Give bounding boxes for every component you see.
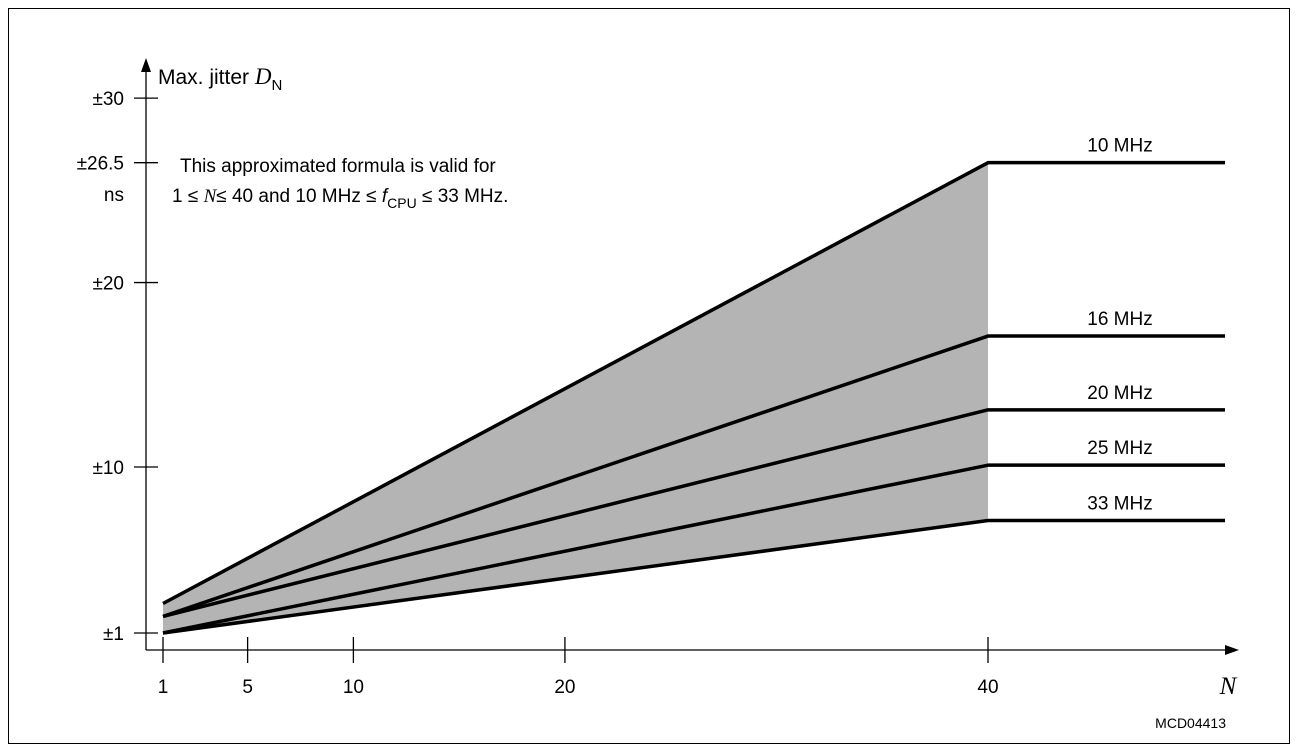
shaded-region [163,162,988,633]
x-tick-label: 5 [242,677,253,698]
chart-frame [8,8,1290,744]
series-label: 33 MHz [1087,493,1152,514]
figure-id: MCD04413 [1155,715,1226,731]
y-tick-label: ±30 [92,89,124,110]
x-tick-label: 20 [554,677,575,698]
series-line [162,408,1225,619]
series-label: 10 MHz [1087,136,1152,157]
series-line [162,463,1225,635]
y-tick-label: ±26.5 [77,154,124,175]
y-tick-label: ±10 [92,458,124,479]
x-axis-arrow [1225,645,1239,655]
validity-note-line1: This approximated formula is valid for [180,156,496,177]
x-tick-label: 1 [158,677,169,698]
series-line [162,334,1225,619]
validity-note-line2: 1 ≤ N≤ 40 and 10 MHz ≤ fCPU ≤ 33 MHz. [172,186,508,211]
series-line [162,518,1225,635]
y-tick-label: ±20 [92,274,124,295]
x-axis-title: N [1219,673,1238,700]
y-tick-label: ±1 [103,624,124,645]
series-label: 16 MHz [1087,309,1152,330]
x-tick-label: 10 [343,677,364,698]
x-tick-label: 40 [977,677,998,698]
series-label: 20 MHz [1087,383,1152,404]
series-line [162,160,1225,606]
y-axis-title: Max. jitter DN [158,64,282,94]
y-axis-arrow [141,58,151,72]
series-label: 25 MHz [1087,438,1152,459]
y-axis-unit: ns [104,185,124,206]
